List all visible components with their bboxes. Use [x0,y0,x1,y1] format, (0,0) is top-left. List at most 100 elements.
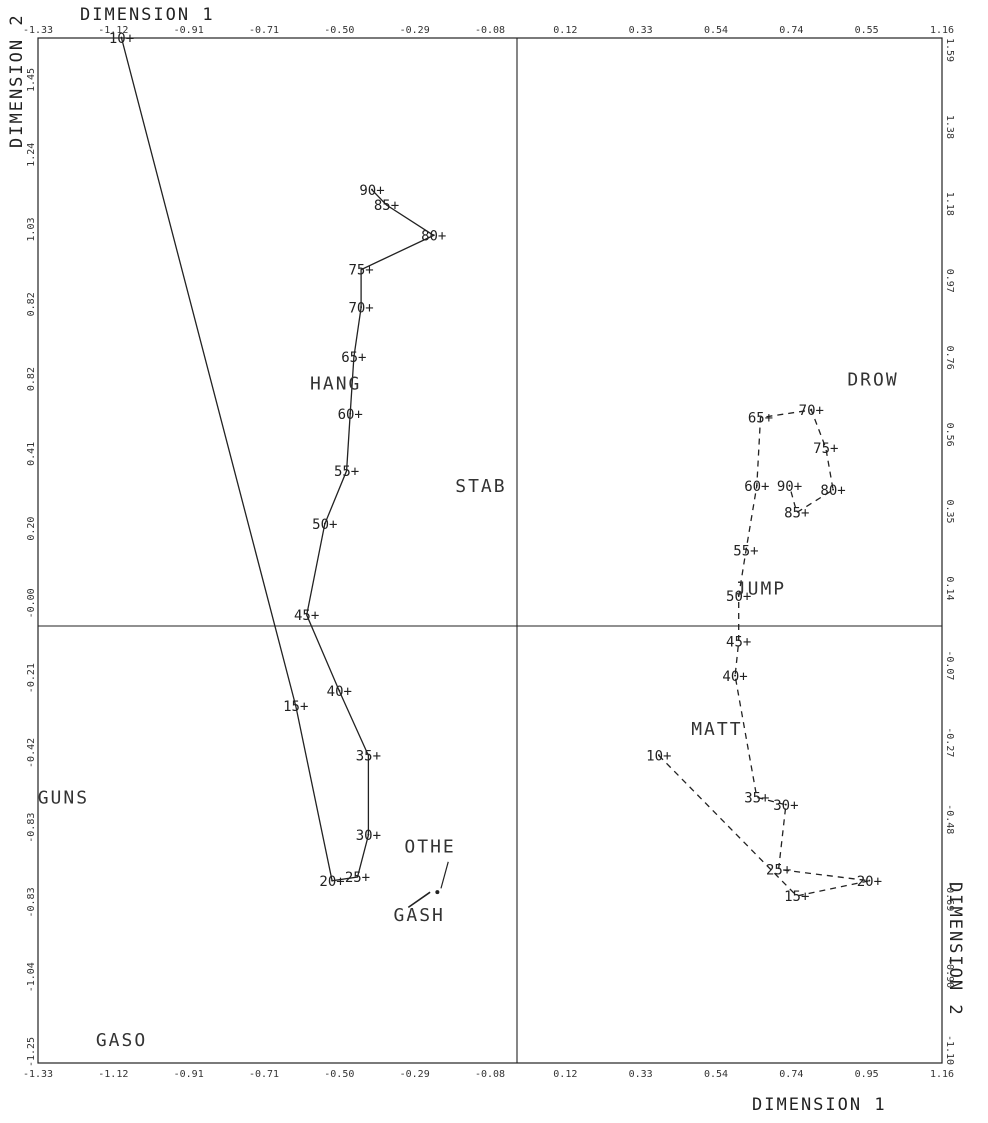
y-tick-right: -0.07 [944,650,955,680]
point-label: 10+ [646,749,671,765]
x-tick-top: -0.08 [475,25,505,36]
leader-tick [440,861,449,889]
x-tick-bottom: -0.08 [475,1069,505,1080]
point-label: 75+ [813,441,838,457]
x-tick-top: -0.50 [324,25,354,36]
plot-frame [37,37,943,1064]
x-tick-top: 0.55 [855,25,879,36]
y-axis-title-left: DIMENSION 2 [7,13,27,148]
y-tick-left: 0.20 [26,517,37,541]
y-tick-right: -0.48 [944,804,955,834]
point-label: 65+ [341,350,366,366]
y-tick-right: -0.69 [944,881,955,911]
x-tick-bottom: 0.33 [629,1069,653,1080]
point-label: 65+ [748,411,773,427]
category-label: MATT [691,719,742,740]
marker-dot [435,890,440,895]
x-tick-bottom: -1.33 [23,1069,53,1080]
y-tick-right: 0.76 [944,346,955,370]
category-label: GASO [96,1030,147,1051]
x-tick-bottom: -0.29 [400,1069,430,1080]
x-tick-bottom: 1.16 [930,1069,954,1080]
x-tick-bottom: -0.71 [249,1069,279,1080]
category-label: GASH [394,905,445,926]
point-label: 70+ [348,301,373,317]
x-tick-top: -1.12 [98,25,128,36]
point-label: 60+ [338,407,363,423]
y-tick-left: -1.25 [26,1037,37,1067]
x-tick-bottom: 0.95 [855,1069,879,1080]
point-label: 90+ [777,479,802,495]
point-label: 15+ [283,699,308,715]
category-label: STAB [455,476,506,497]
category-label: OTHE [404,837,455,858]
point-label: 85+ [784,506,809,522]
point-label: 90+ [359,183,384,199]
x-axis-title-bottom: DIMENSION 1 [752,1095,887,1115]
y-tick-right: 0.56 [944,423,955,447]
y-tick-left: -0.83 [26,887,37,917]
annotation-marks [407,861,449,909]
y-tick-left: -0.42 [26,738,37,768]
x-tick-bottom: 0.12 [553,1069,577,1080]
leader-tick [407,891,431,909]
x-tick-top: -0.91 [174,25,204,36]
x-tick-bottom: 0.54 [704,1069,728,1080]
y-tick-right: 0.35 [944,499,955,523]
y-tick-left: 1.24 [26,143,37,167]
y-tick-left: -0.00 [26,588,37,618]
x-axis-title-top: DIMENSION 1 [80,5,215,25]
point-label: 35+ [356,749,381,765]
x-tick-top: 0.54 [704,25,728,36]
point-label: 60+ [744,479,769,495]
y-tick-left: 1.45 [26,68,37,92]
point-label: 75+ [348,263,373,279]
y-tick-right: 1.59 [944,38,955,62]
category-label: JUMP [735,578,786,599]
y-axis-title-right: DIMENSION 2 [945,882,965,1017]
point-label: 85+ [374,198,399,214]
point-label: 20+ [857,874,882,890]
point-label: 80+ [421,228,446,244]
y-tick-right: -0.27 [944,727,955,757]
point-label: 10+ [109,31,134,47]
y-tick-left: 1.03 [26,217,37,241]
point-label: 45+ [726,635,751,651]
x-tick-bottom: -0.91 [174,1069,204,1080]
x-tick-top: -1.33 [23,25,53,36]
x-tick-bottom: -1.12 [98,1069,128,1080]
point-label: 80+ [820,483,845,499]
y-tick-right: 0.14 [944,576,955,600]
point-label: 55+ [733,544,758,560]
point-label: 30+ [773,798,798,814]
x-tick-top: -0.29 [400,25,430,36]
tick-labels: -1.33 -1.12 -0.91 -0.71 -0.50 -0.29 -0.08 0.12 0… [23,25,955,1080]
y-tick-right: -0.90 [944,958,955,988]
point-label: 50+ [726,589,751,605]
x-tick-top: 0.12 [553,25,577,36]
category-label: GUNS [38,787,89,808]
point-label: 70+ [799,403,824,419]
category-labels: HANG STAB DROW JUMP MATT GUNS OTHE GASH GASO [38,370,897,1052]
point-label: 45+ [294,608,319,624]
series-line-2 [658,409,870,897]
y-tick-right: 1.18 [944,192,955,216]
y-tick-left: -0.21 [26,663,37,693]
point-label: 55+ [334,464,359,480]
point-labels: 10+ 15+ 20+ 25+ 30+ 35+ 40+ 45+ 50+ 55+ 60+ 65+ 70+ 7… [109,31,882,905]
point-label: 40+ [722,669,747,685]
x-tick-top: 0.33 [629,25,653,36]
series-lines [120,37,870,897]
point-label: 30+ [356,828,381,844]
x-tick-bottom: -0.50 [324,1069,354,1080]
series-line-1 [120,37,436,882]
y-tick-left: 0.82 [26,367,37,391]
x-tick-bottom: 0.74 [779,1069,803,1080]
y-tick-left: -1.04 [26,962,37,992]
point-label: 25+ [766,862,791,878]
y-tick-right: -1.10 [944,1035,955,1065]
x-tick-top: 0.74 [779,25,803,36]
point-label: 40+ [327,684,352,700]
y-tick-left: 0.82 [26,292,37,316]
category-label: HANG [310,373,361,394]
